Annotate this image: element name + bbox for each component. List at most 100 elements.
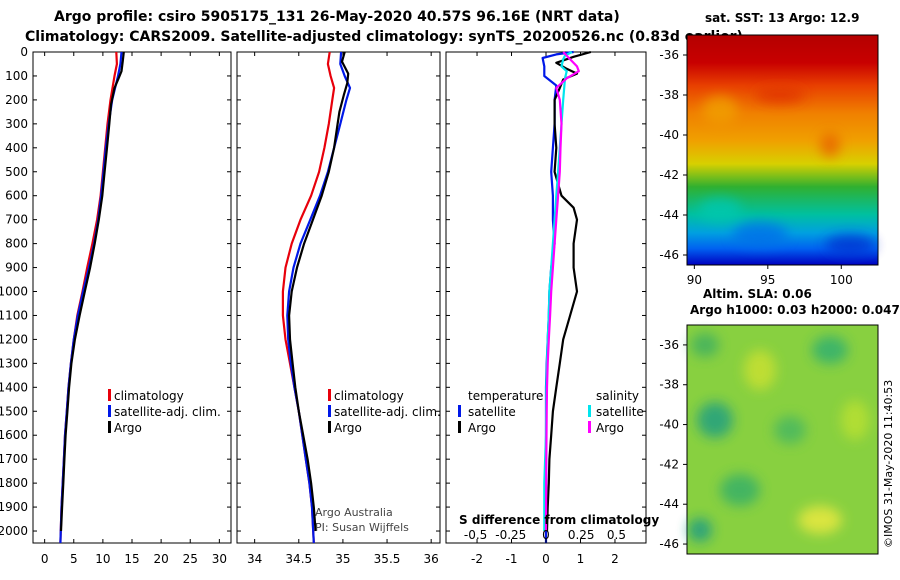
legend-swatch-climatology <box>108 389 111 401</box>
top-tick-label: 0 <box>542 528 550 542</box>
legend-swatch-temp-satellite <box>458 405 461 417</box>
legend-title-salinity: salinity <box>596 389 639 403</box>
depth-tick-label: 1900 <box>0 500 28 514</box>
depth-axis: 0 100 200 300 400 500 600 700 800 900 1000 1100 1200… <box>0 45 646 538</box>
depth-tick-label: 1200 <box>0 332 28 346</box>
difference-legend: temperature satellite Argo salinity sate… <box>458 389 659 527</box>
legend-swatch-satellite <box>328 405 331 417</box>
figure-subtitle: Climatology: CARS2009. Satellite-adjuste… <box>25 29 743 45</box>
sst-y-tick-label: -42 <box>659 168 679 182</box>
x-tick-label: 25 <box>183 552 198 566</box>
depth-tick-label: 1100 <box>0 308 28 322</box>
sst-x-tick-label: 100 <box>830 273 853 287</box>
depth-tick-label: 1700 <box>0 452 28 466</box>
figure-title: Argo profile: csiro 5905175_131 26-May-2… <box>54 9 620 25</box>
depth-tick-label: 1300 <box>0 356 28 370</box>
temperature-x-axis: 0 5 10 15 20 25 30 <box>41 52 227 566</box>
depth-tick-label: 800 <box>5 237 28 251</box>
x-tick-label: 0 <box>41 552 49 566</box>
depth-tick-label: 200 <box>5 93 28 107</box>
depth-tick-label: 0 <box>20 45 28 59</box>
x-tick-label: -1 <box>506 552 518 566</box>
sla-map-title: Altim. SLA: 0.06 <box>703 287 812 301</box>
x-tick-label: 1 <box>577 552 585 566</box>
x-tick-label: 36 <box>424 552 439 566</box>
x-tick-label: 0 <box>542 552 550 566</box>
sst-y-tick-label: -38 <box>659 88 679 102</box>
temperature-panel <box>32 51 232 544</box>
difference-x-axis: -2 -1 0 1 2 <box>471 52 619 566</box>
sla-y-tick-label: -46 <box>659 537 679 551</box>
sla-y-tick-label: -42 <box>659 457 679 471</box>
sst-x-tick-label: 95 <box>760 273 775 287</box>
x-tick-label: 35 <box>335 552 350 566</box>
depth-tick-label: 100 <box>5 69 28 83</box>
imos-credit: ©IMOS 31-May-2020 11:40:53 <box>882 380 895 548</box>
sla-y-tick-label: -44 <box>659 497 679 511</box>
sla-y-tick-label: -36 <box>659 338 679 352</box>
legend-label-satellite: satellite-adj. clim. <box>114 405 221 419</box>
depth-tick-label: 1600 <box>0 428 28 442</box>
sla-map-features <box>688 333 869 542</box>
x-tick-label: 10 <box>95 552 110 566</box>
depth-tick-label: 300 <box>5 117 28 131</box>
salinity-lines <box>281 51 352 544</box>
x-tick-label: 20 <box>153 552 168 566</box>
depth-tick-label: 500 <box>5 165 28 179</box>
legend-label-argo: Argo <box>334 421 362 435</box>
depth-tick-label: 1000 <box>0 285 28 299</box>
series-satellite-adj-clim- <box>286 51 352 544</box>
legend-label-temp-satellite: satellite <box>468 405 516 419</box>
depth-tick-label: 900 <box>5 261 28 275</box>
sla-y-tick-label: -38 <box>659 378 679 392</box>
sla-y-tick-label: -40 <box>659 418 679 432</box>
sla-map: Altim. SLA: 0.06 Argo h1000: 0.03 h2000:… <box>659 287 900 555</box>
x-tick-label: 15 <box>124 552 139 566</box>
sst-y-axis: -36 -38 -40 -42 -44 -46 <box>659 48 687 262</box>
legend-swatch-temp-argo <box>458 421 461 433</box>
credit-argo-australia: Argo Australia <box>315 506 393 519</box>
x-tick-label: 34 <box>247 552 262 566</box>
legend-title-temperature: temperature <box>468 389 543 403</box>
temperature-legend: climatology satellite-adj. clim. Argo <box>108 389 221 435</box>
sla-y-axis: -36 -38 -40 -42 -44 -46 <box>659 338 687 551</box>
depth-tick-label: 1800 <box>0 476 28 490</box>
sst-y-tick-label: -46 <box>659 248 679 262</box>
x-tick-label: 35.5 <box>374 552 401 566</box>
series-salinity-argo <box>544 51 580 532</box>
sst-y-tick-label: -44 <box>659 208 679 222</box>
sst-map-features <box>698 87 875 255</box>
depth-tick-label: 1500 <box>0 404 28 418</box>
legend-swatch-argo <box>328 421 331 433</box>
legend-label-argo: Argo <box>114 421 142 435</box>
legend-swatch-sal-argo <box>588 421 591 433</box>
x-tick-label: 30 <box>212 552 227 566</box>
sst-map-field <box>686 34 879 266</box>
depth-tick-label: 400 <box>5 141 28 155</box>
top-tick-label: 0.5 <box>607 528 626 542</box>
difference-axis-title: S difference from climatology <box>459 513 659 527</box>
sst-y-tick-label: -40 <box>659 128 679 142</box>
legend-label-satellite: satellite-adj. clim. <box>334 405 441 419</box>
legend-swatch-argo <box>108 421 111 433</box>
credit-pi: PI: Susan Wijffels <box>315 521 409 534</box>
salinity-x-axis: 34 34.5 35 35.5 36 <box>247 52 439 566</box>
x-tick-label: 34.5 <box>285 552 312 566</box>
sst-x-tick-label: 90 <box>687 273 702 287</box>
temperature-lines <box>59 51 125 544</box>
legend-label-temp-argo: Argo <box>468 421 496 435</box>
salinity-panel <box>236 51 441 544</box>
depth-tick-label: 700 <box>5 213 28 227</box>
legend-swatch-satellite <box>108 405 111 417</box>
legend-label-climatology: climatology <box>114 389 184 403</box>
depth-tick-label: 600 <box>5 189 28 203</box>
difference-lines <box>541 50 592 543</box>
series-argo <box>59 51 125 532</box>
series-argo <box>288 51 350 532</box>
sst-map: sat. SST: 13 Argo: 12.9 -36-38-40-42-44-… <box>659 11 879 287</box>
legend-label-sal-argo: Argo <box>596 421 624 435</box>
sla-map-subtitle: Argo h1000: 0.03 h2000: 0.047 <box>690 303 900 317</box>
top-tick-label: -0.25 <box>495 528 526 542</box>
legend-swatch-sal-satellite <box>588 405 591 417</box>
